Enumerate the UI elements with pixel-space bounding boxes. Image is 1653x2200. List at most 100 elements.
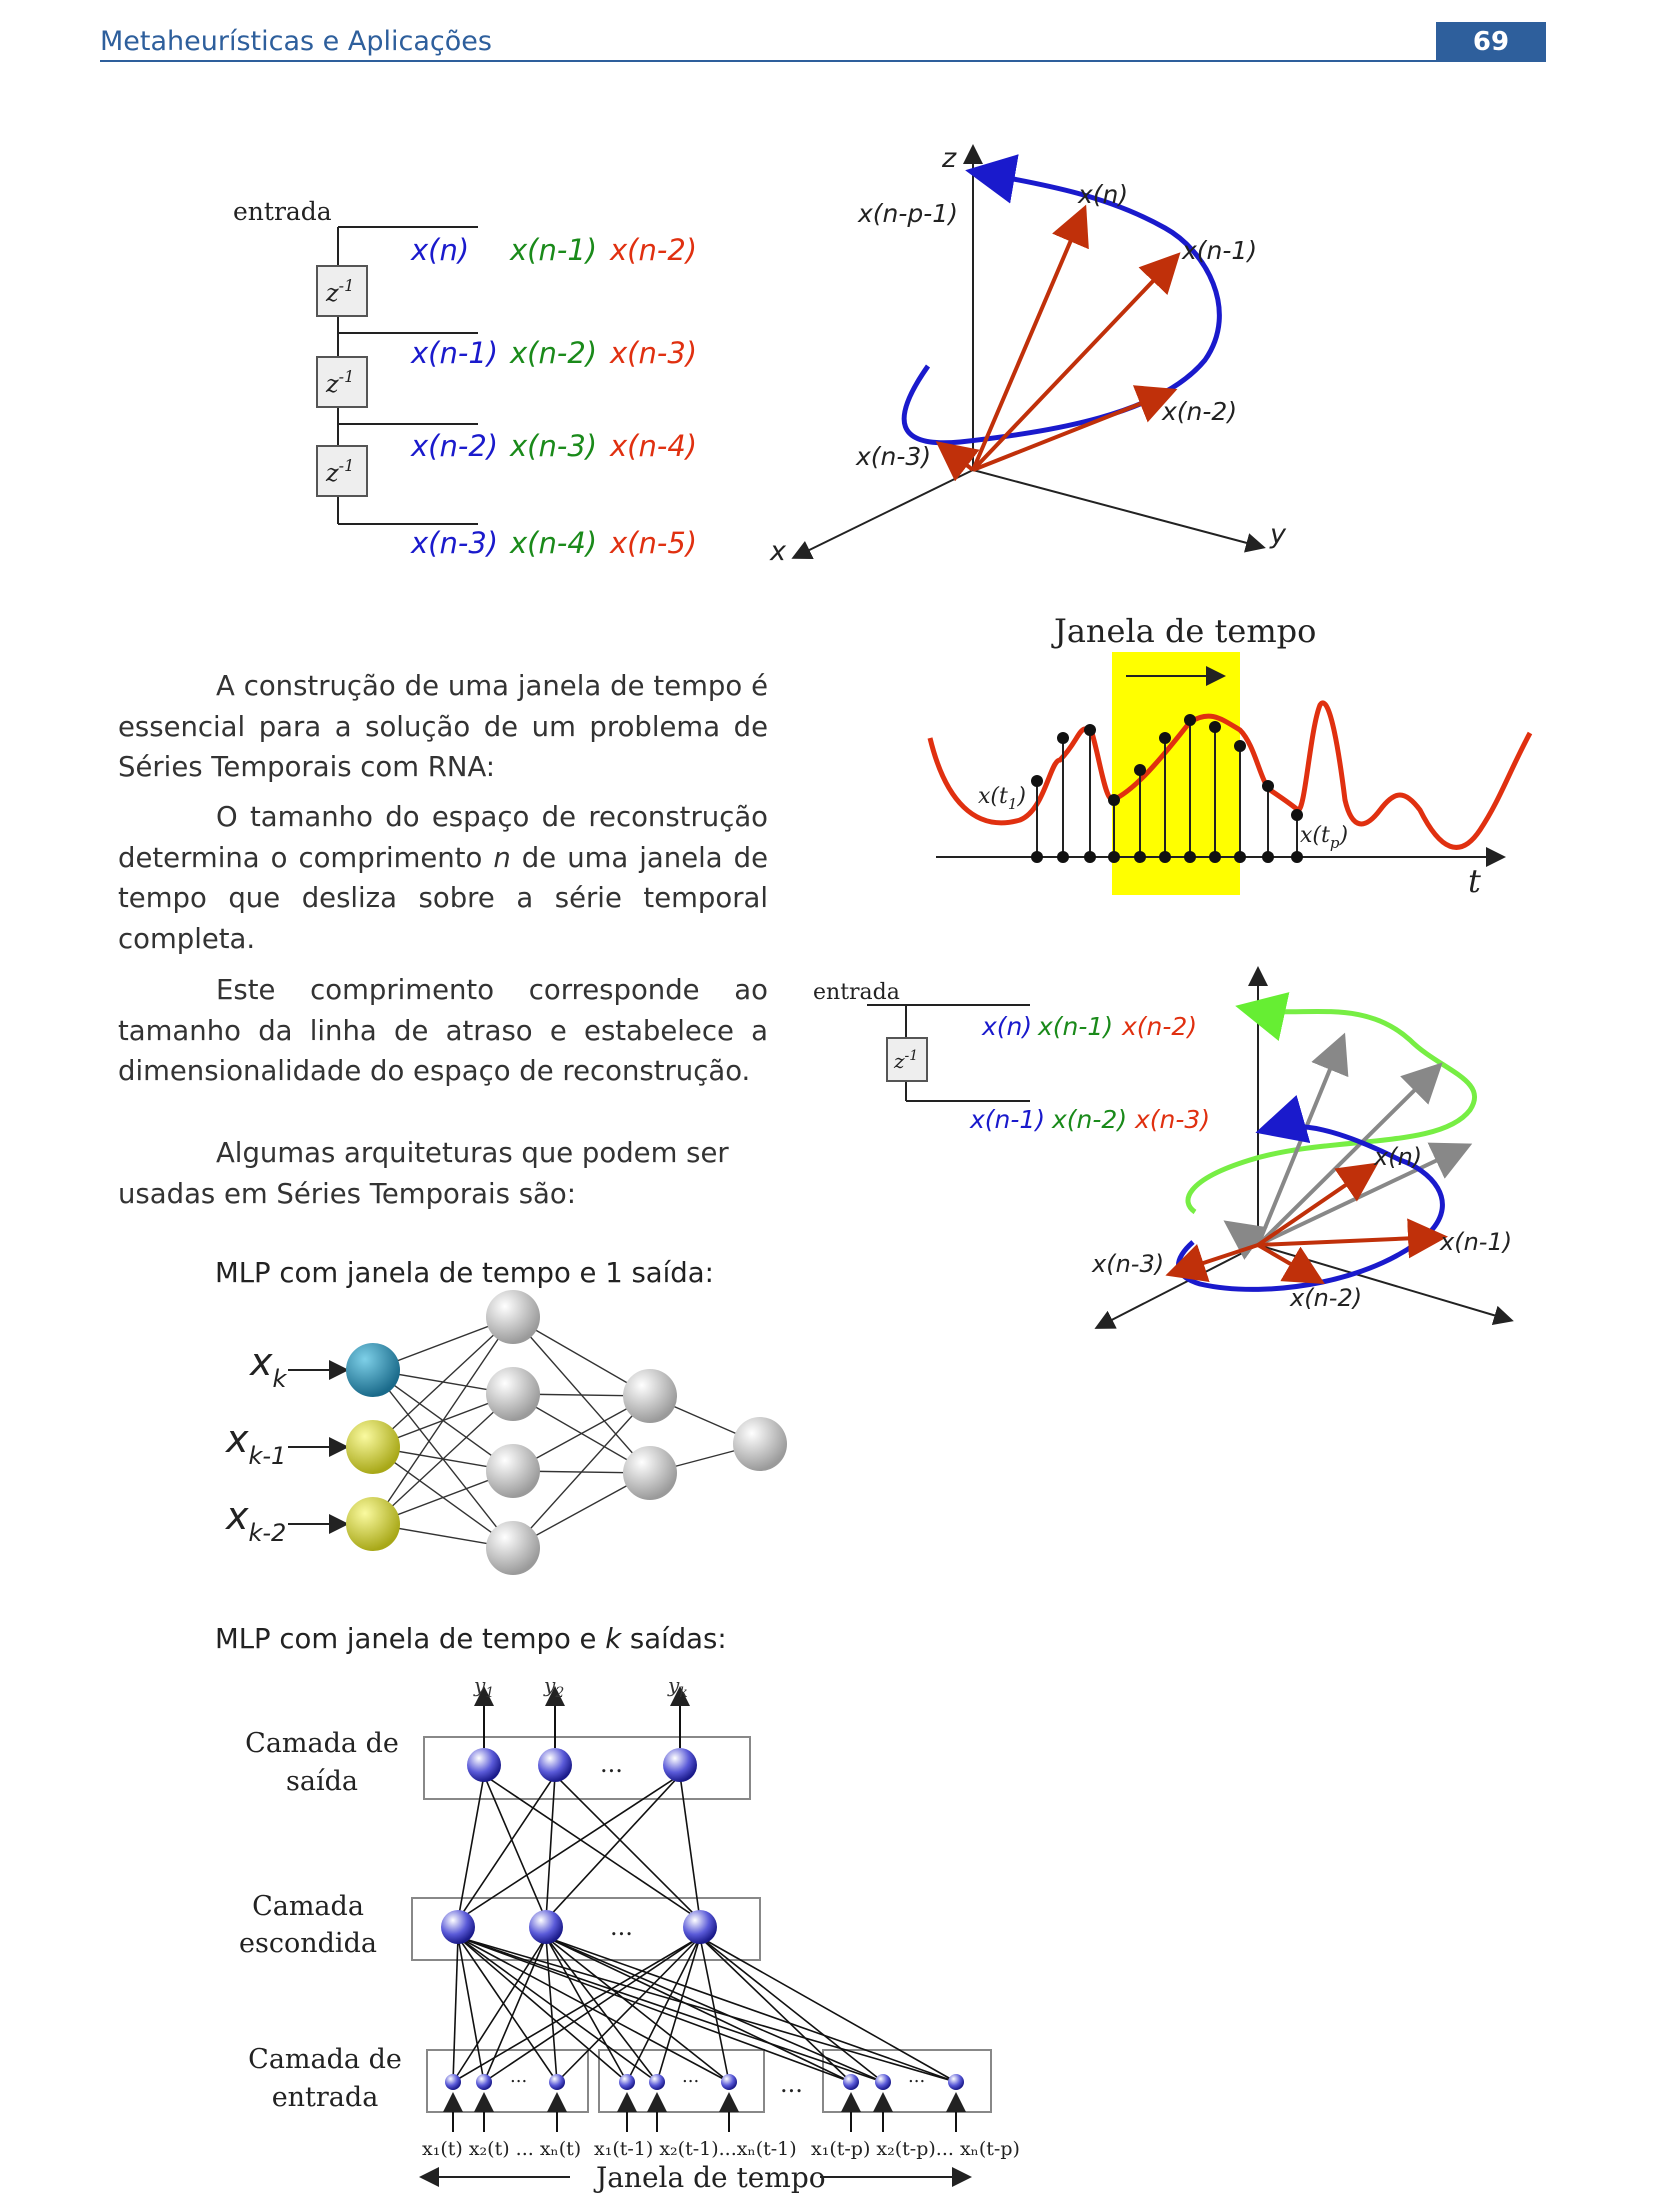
layer-hidden-line2: escondida [239, 1928, 377, 1959]
layer-input-line2: entrada [272, 2082, 379, 2113]
mlp2-input-hidden-connections [452, 1936, 957, 2083]
mlp2-hidden-node-2 [529, 1910, 563, 1944]
mlp1-input-label-1: xk [249, 1340, 288, 1393]
bottom3d-label-xn-2: x(n-2) [1289, 1284, 1362, 1312]
mlp1-input-node-1 [346, 1343, 400, 1397]
input-group-3-label: x₁(t-p) x₂(t-p)... xₙ(t-p) [811, 2138, 1020, 2160]
input-group-2-box [598, 2049, 765, 2113]
label-x-tp: x(tp) [1300, 823, 1348, 852]
t-axis-label: t [1468, 862, 1481, 900]
page-number: 69 [1436, 22, 1546, 62]
layer-output-line1: Camada de [245, 1728, 399, 1759]
mlp2-group-ellipsis: ... [780, 2070, 803, 2098]
mlp1-input-node-2 [346, 1420, 400, 1474]
sample-stems [1036, 720, 1298, 857]
delay-row-3-b: x(n-3) [509, 429, 597, 463]
label-xn-p-1: x(n-p-1) [857, 199, 958, 228]
label-xn-1: x(n-1) [1181, 236, 1257, 265]
mlp1-hidden2-node-2 [623, 1446, 677, 1500]
delay-row-4-a: x(n-3) [410, 526, 498, 560]
sample-points [1031, 714, 1303, 863]
input-group-2-label: x₁(t-1) x₂(t-1)...xₙ(t-1) [594, 2138, 797, 2160]
vector-xn-1 [971, 252, 1181, 472]
mlp2-hidden-ellipsis: ... [610, 1913, 633, 1941]
small-row-1-b: x(n-1) [1037, 1012, 1113, 1041]
mlp2-hidden-output-connections [457, 1774, 701, 1921]
mlp1-hidden1-node-1 [486, 1290, 540, 1344]
mlp1-hidden1-node-4 [486, 1521, 540, 1575]
delay-row-2-a: x(n-1) [410, 336, 498, 370]
mlp2-output-label-2: y2 [543, 1673, 564, 1701]
mlp1-heading: MLP com janela de tempo e 1 saída: [215, 1257, 714, 1289]
paragraph-reconstruction-size: O tamanho do espaço de reconstrução dete… [118, 801, 768, 955]
bottom3d-label-xn-1: x(n-1) [1439, 1228, 1512, 1256]
mlp2-output-node-1 [467, 1748, 501, 1782]
label-xn-3: x(n-3) [855, 442, 931, 471]
janela-de-tempo-label: Janela de tempo [593, 2161, 826, 2194]
mlp2-output-ellipsis: ... [600, 1750, 623, 1778]
mlp1-hidden1-node-3 [486, 1444, 540, 1498]
vector-xn-3 [935, 441, 980, 482]
label-xn: x(n) [1077, 180, 1128, 209]
hidden-layer-box [411, 1897, 761, 1961]
bottom3d-label-xn-3: x(n-3) [1091, 1250, 1164, 1278]
delay-row-2-b: x(n-2) [509, 336, 597, 370]
delay-row-2-c: x(n-3) [609, 336, 697, 370]
axis-x [791, 469, 974, 559]
delay-row-4-c: x(n-5) [609, 526, 697, 560]
mlp2-heading: MLP com janela de tempo e k saídas: [215, 1623, 727, 1655]
layer-input-line1: Camada de [248, 2044, 402, 2075]
paragraph-delay-length: Este comprimento corresponde ao tamanho … [118, 974, 768, 1087]
trajectory-curve [901, 154, 1222, 446]
output-layer-box [423, 1736, 751, 1800]
window-title: Janela de tempo [1051, 612, 1316, 650]
bottom3d-label-xn: x(n) [1373, 1143, 1422, 1171]
delay-row-3-c: x(n-4) [609, 429, 697, 463]
mlp2-input3-ellipsis: ... [908, 2066, 925, 2087]
mlp1-hidden1-node-2 [486, 1367, 540, 1421]
delay-row-4-b: x(n-4) [509, 526, 597, 560]
label-x-t1: x(t1) [978, 784, 1026, 813]
mlp1-input-label-2: xk-1 [225, 1417, 286, 1470]
delay-box-3-label: z-1 [325, 456, 354, 487]
mlp2-output-label-k: yk [667, 1673, 688, 1701]
small-row-1-c: x(n-2) [1121, 1012, 1197, 1041]
delay-row-1-a: x(n) [410, 233, 469, 267]
layer-output-line2: saída [286, 1766, 358, 1797]
axis-y [972, 469, 1266, 553]
delay-row-3-a: x(n-2) [410, 429, 498, 463]
mlp2-output-node-2 [538, 1748, 572, 1782]
running-header-title: Metaheurísticas e Aplicações [100, 26, 492, 57]
small-row-2-b: x(n-2) [1051, 1105, 1127, 1134]
small-row-2-c: x(n-3) [1134, 1105, 1210, 1134]
vector-xn [971, 204, 1089, 471]
header-rule [100, 60, 1546, 62]
mlp2-output-node-k [663, 1748, 697, 1782]
paragraph-architectures: Algumas arquiteturas que podem ser usada… [118, 1137, 729, 1210]
delay-row-1-b: x(n-1) [509, 233, 597, 267]
delay-box-1-label: z-1 [325, 276, 354, 307]
delay-box-2-label: z-1 [325, 367, 354, 398]
green-trajectory [1185, 992, 1478, 1215]
paragraph-window-intro: A construção de uma janela de tempo é es… [118, 670, 768, 783]
mlp2-output-label-1: y1 [473, 1673, 494, 1701]
delay-row-1-c: x(n-2) [609, 233, 697, 267]
mlp1-output-node [733, 1417, 787, 1471]
small-delay-input-label: entrada [813, 980, 900, 1005]
mlp1-input-node-3 [346, 1497, 400, 1551]
small-row-1-a: x(n) [981, 1012, 1032, 1041]
mlp1-input-label-3: xk-2 [225, 1494, 286, 1547]
axis-z-label: z [941, 143, 957, 174]
layer-hidden-line1: Camada [252, 1891, 364, 1922]
mlp2-input-nodes [445, 2074, 964, 2090]
label-xn-2: x(n-2) [1161, 397, 1237, 426]
input-group-3-box [822, 2049, 992, 2113]
small-delay-box-label: z-1 [893, 1048, 918, 1073]
delay-input-label: entrada [233, 197, 332, 226]
